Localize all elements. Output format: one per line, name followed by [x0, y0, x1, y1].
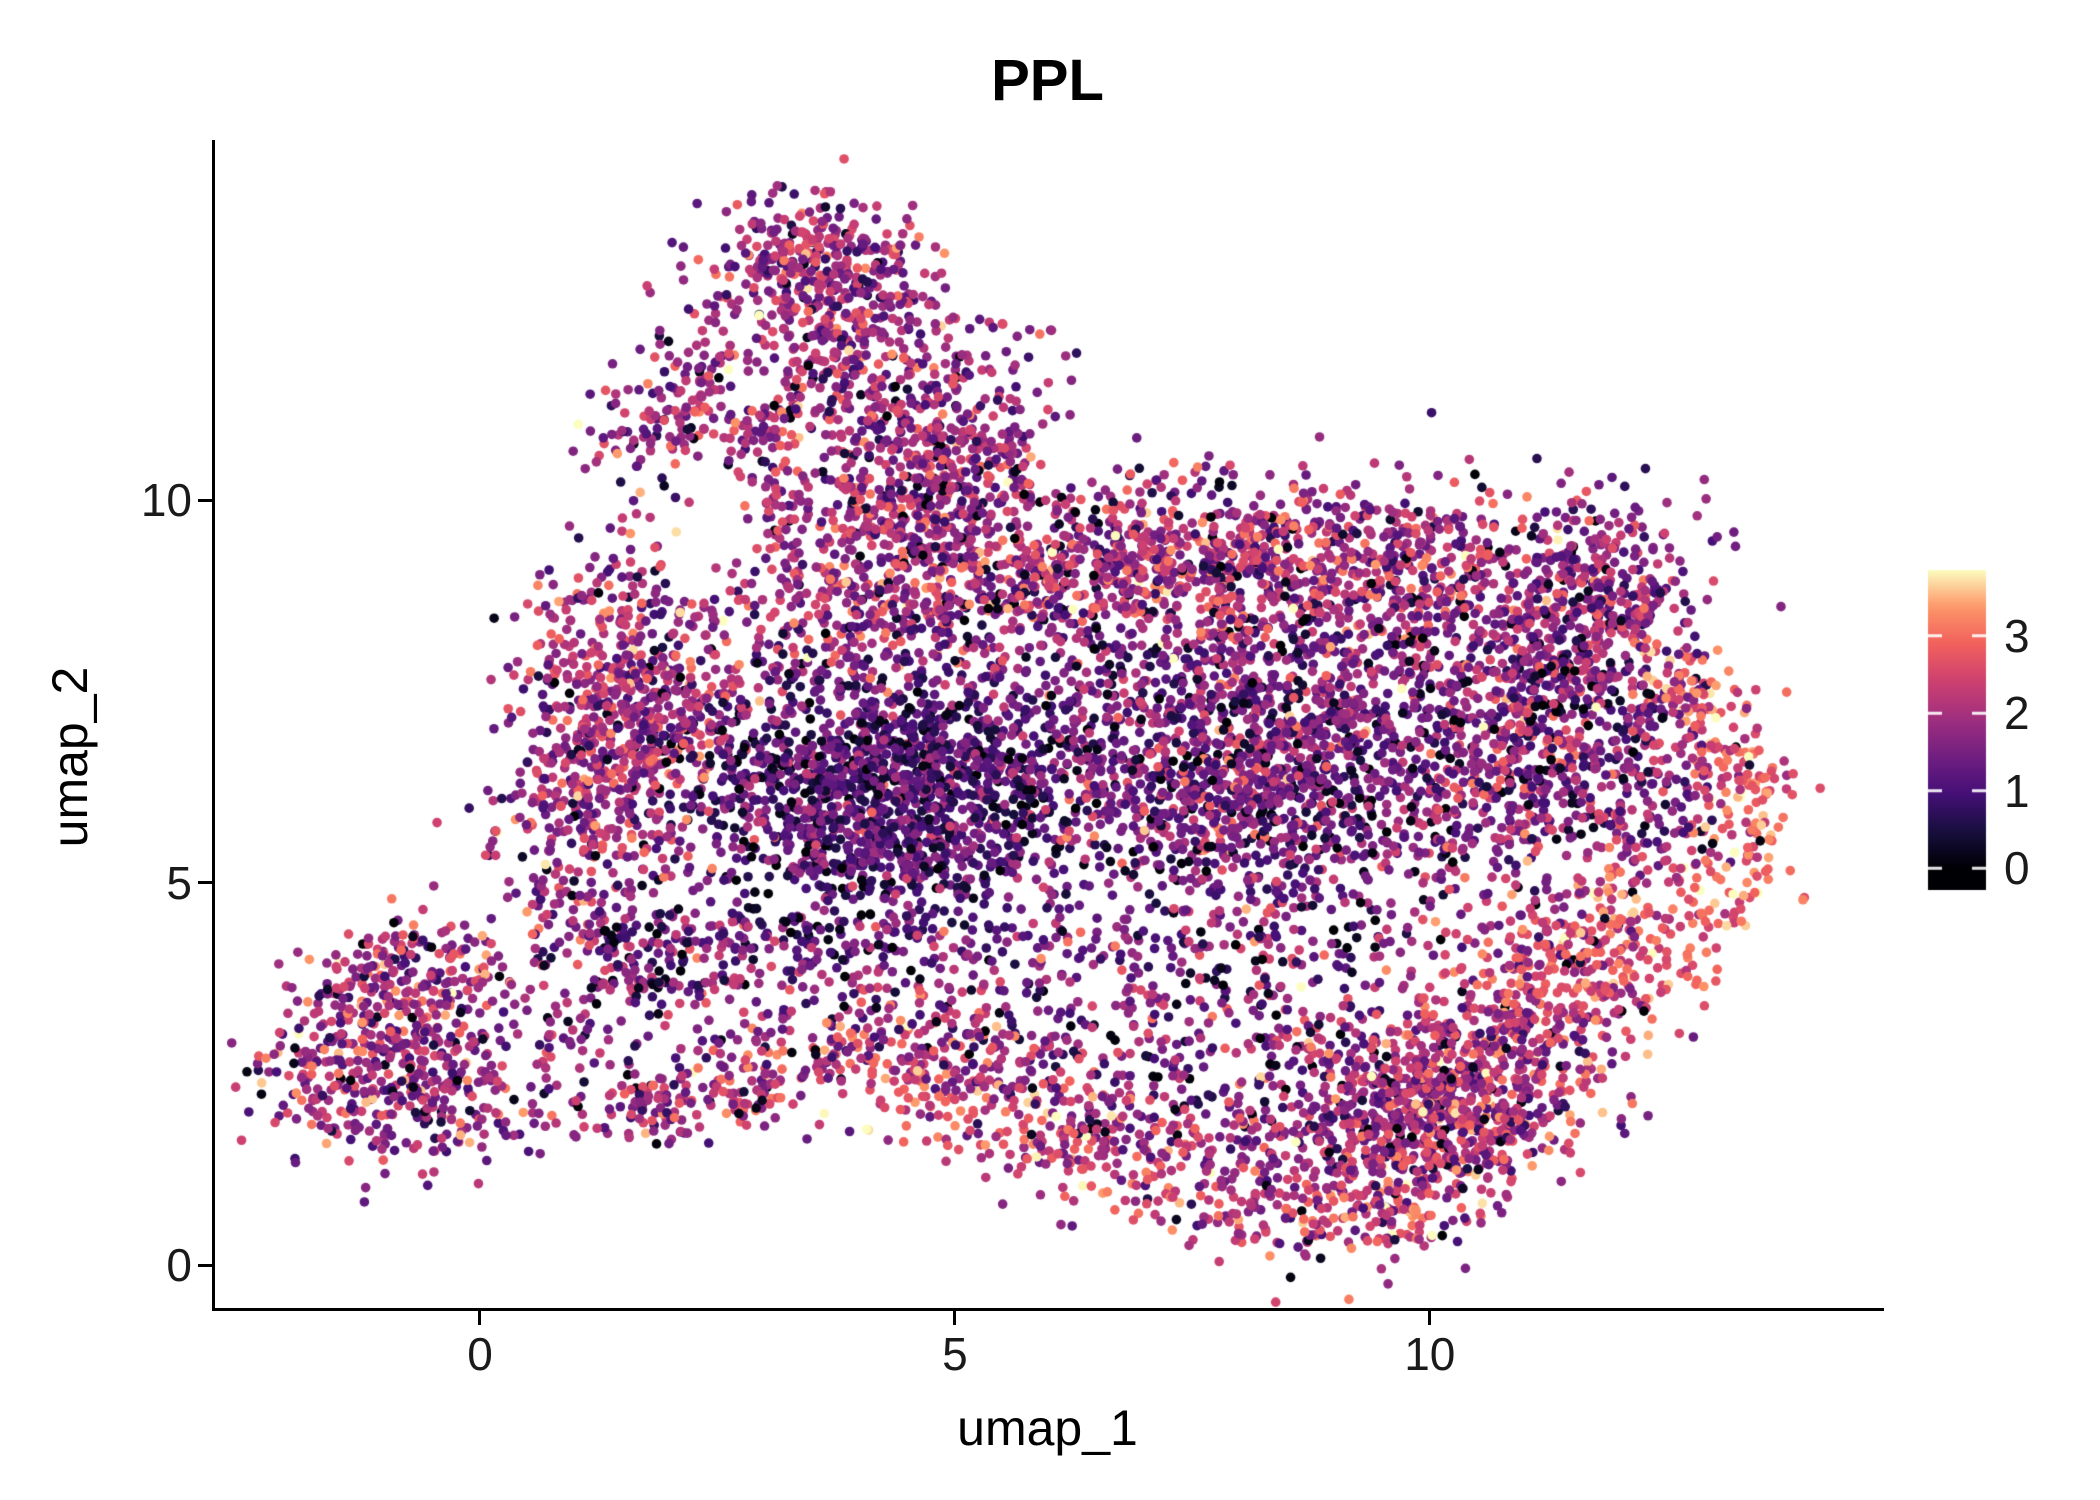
y-tick-label: 0 [166, 1239, 192, 1292]
colorbar-tick-label: 3 [2004, 609, 2030, 662]
x-tick-label: 0 [467, 1328, 493, 1380]
x-tick-label: 10 [1404, 1328, 1456, 1380]
x-tick-mark [478, 1311, 482, 1325]
colorbar-tick-label: 1 [2004, 764, 2030, 817]
y-tick-label: 10 [140, 474, 192, 527]
x-axis-label: umap_1 [957, 1400, 1138, 1456]
x-tick-mark [953, 1311, 957, 1325]
y-tick-mark [198, 498, 212, 502]
colorbar-tick-label: 2 [2004, 687, 2030, 740]
y-tick-label: 5 [166, 856, 192, 909]
x-axis-line [212, 1308, 1884, 1311]
x-tick-label: 5 [942, 1328, 968, 1380]
y-axis-line [212, 140, 215, 1311]
y-tick-mark [198, 1263, 212, 1267]
x-tick-mark [1428, 1311, 1432, 1325]
colorbar-tick-label: 0 [2004, 842, 2030, 895]
plot-title: PPL [991, 48, 1104, 113]
y-tick-mark [198, 881, 212, 885]
